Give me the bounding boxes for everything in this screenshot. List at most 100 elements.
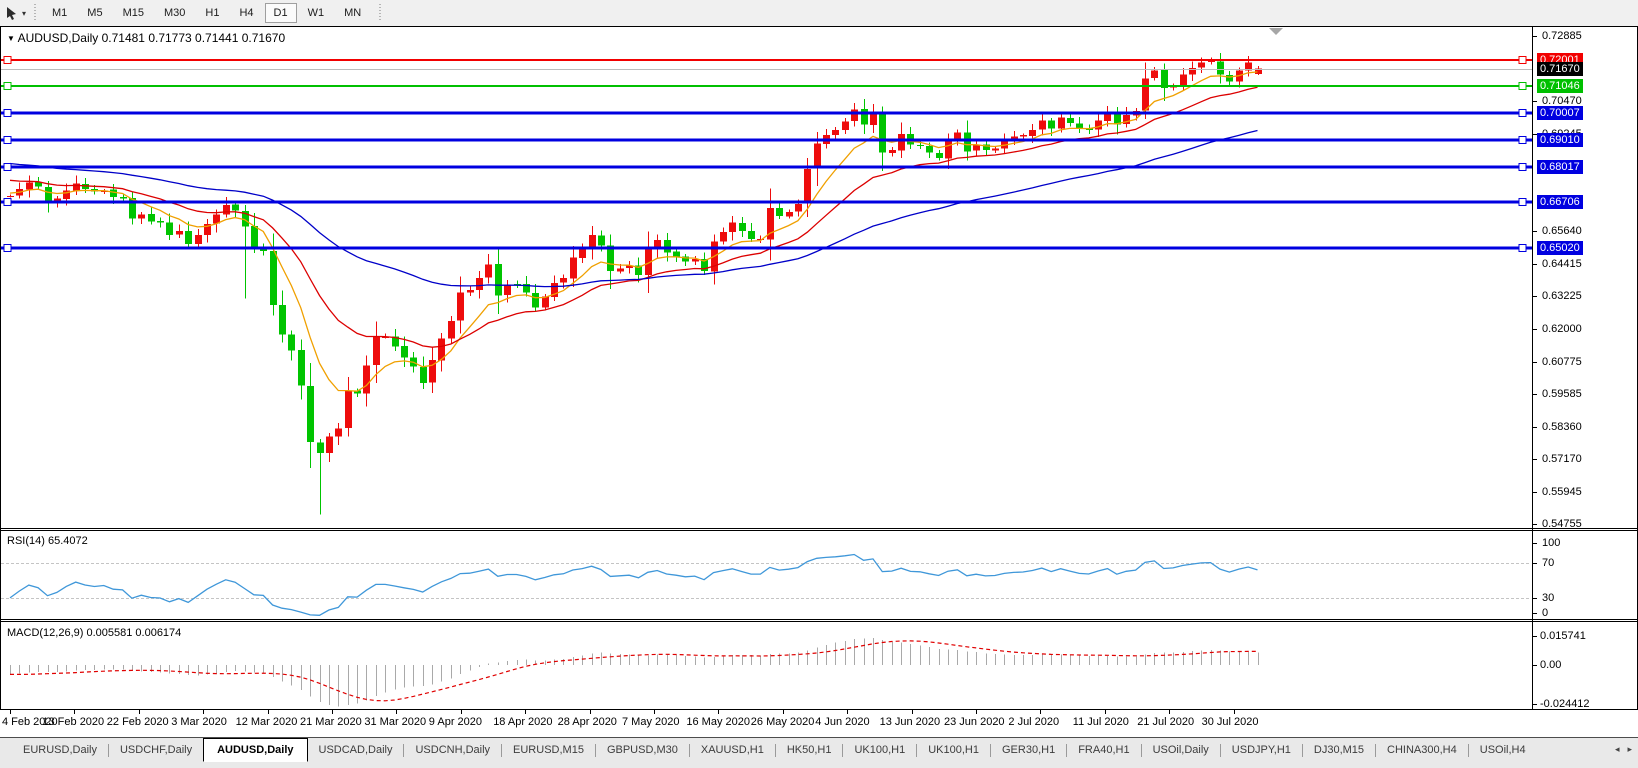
price-axis-tick: 0.62000 — [1542, 323, 1582, 335]
date-axis-label: 31 Mar 2020 — [364, 716, 427, 728]
price-axis-badge: 0.68017 — [1537, 160, 1583, 175]
timeframe-toolbar: ▾ M1 M5 M15 M30 H1 H4 D1 W1 MN — [0, 0, 1638, 26]
chevron-down-icon[interactable]: ▾ — [22, 8, 27, 18]
chart-tab-dj30-m15[interactable]: DJ30,M15 — [1313, 744, 1365, 756]
date-axis-label: 3 Mar 2020 — [171, 716, 227, 728]
price-axis-tick: 0.55945 — [1542, 485, 1582, 498]
rsi-axis-tick: 0 — [1542, 607, 1549, 619]
timeframe-button-m15[interactable]: M15 — [122, 7, 144, 19]
tab-separator — [842, 744, 844, 757]
price-axis-tick: 0.60775 — [1542, 355, 1582, 368]
chart-tab-china300-h4[interactable]: CHINA300,H4 — [1387, 744, 1457, 756]
toolbar-grip-2[interactable] — [377, 4, 385, 22]
tab-separator — [501, 744, 503, 757]
price-axis-badge: 0.70007 — [1537, 106, 1583, 121]
chart-tab-gbpusd-m30[interactable]: GBPUSD,M30 — [606, 744, 678, 756]
price-axis-badge: 0.66706 — [1537, 195, 1583, 210]
date-axis-label: 2 Jul 2020 — [1008, 716, 1060, 728]
chart-menu-marker[interactable]: ▼ — [7, 34, 15, 43]
chart-tab-fra40-h1[interactable]: FRA40,H1 — [1078, 744, 1130, 756]
chart-tab-usdjpy-h1[interactable]: USDJPY,H1 — [1231, 744, 1291, 756]
chart-tab-usdchf-daily[interactable]: USDCHF,Daily — [119, 744, 193, 756]
tab-separator — [403, 744, 405, 757]
tab-separator — [916, 744, 918, 757]
date-axis-label: 21 Jul 2020 — [1137, 716, 1195, 728]
date-axis-label: 26 May 2020 — [750, 716, 815, 728]
date-axis-label: 7 May 2020 — [622, 716, 680, 728]
chart-tab-ger30-h1[interactable]: GER30,H1 — [1002, 744, 1056, 756]
chart-tab-eurusd-daily[interactable]: EURUSD,Daily — [23, 744, 97, 756]
timeframe-button-w1[interactable]: W1 — [307, 7, 325, 19]
chart-tab-eurusd-m15[interactable]: EURUSD,M15 — [513, 744, 584, 756]
timeframe-button-mn[interactable]: MN — [344, 7, 362, 19]
price-axis-tick: 0.59585 — [1542, 388, 1582, 400]
tab-separator — [774, 744, 776, 757]
chart-title-text: AUDUSD,Daily 0.71481 0.71773 0.71441 0.7… — [17, 31, 286, 45]
chart-tab-usoil-h4[interactable]: USOil,H4 — [1479, 744, 1526, 756]
chart-tab-hk50-h1[interactable]: HK50,H1 — [786, 744, 832, 756]
price-axis-tick: 0.72885 — [1542, 30, 1582, 42]
date-axis-label: 11 Jul 2020 — [1072, 716, 1129, 728]
macd-axis-tick: 0.00 — [1540, 659, 1562, 671]
tab-scroll-right-icon[interactable]: ▸ — [1627, 743, 1632, 754]
timeframe-button-m30[interactable]: M30 — [163, 7, 186, 19]
toolbar-grip[interactable] — [32, 4, 40, 22]
macd-axis-tick: 0.015741 — [1540, 630, 1586, 642]
price-axis-tick: 0.70470 — [1542, 95, 1582, 107]
tab-separator — [1140, 744, 1142, 757]
date-axis-label: 28 Apr 2020 — [557, 716, 617, 728]
tab-separator — [1066, 744, 1068, 757]
price-axis-tick: 0.57170 — [1542, 453, 1582, 465]
chart-tab-usdcad-daily[interactable]: USDCAD,Daily — [318, 744, 393, 756]
rsi-label: RSI(14) 65.4072 — [7, 535, 88, 547]
date-axis-label: 22 Feb 2020 — [106, 716, 169, 728]
tab-scroll-left-icon[interactable]: ◂ — [1614, 743, 1620, 754]
price-axis-badge: 0.71046 — [1537, 78, 1583, 93]
cursor-tool-button[interactable]: ▾ — [4, 6, 26, 21]
price-axis-tick: 0.63225 — [1542, 290, 1582, 303]
price-axis-badge: 0.69010 — [1537, 133, 1583, 148]
date-axis-label: 18 Apr 2020 — [493, 716, 553, 728]
date-axis-label: 9 Apr 2020 — [428, 716, 483, 728]
chart-tab-usdcnh-daily[interactable]: USDCNH,Daily — [415, 744, 491, 756]
price-axis-tick: 0.64415 — [1542, 257, 1582, 270]
tab-separator — [1219, 744, 1221, 757]
tab-separator — [107, 744, 109, 757]
chart-tab-bar: EURUSD,Daily USDCHF,Daily AUDUSD,Daily USDC… — [0, 737, 1638, 768]
tab-separator — [1301, 744, 1303, 757]
tab-separator — [1375, 744, 1377, 757]
timeframe-button-m1[interactable]: M1 — [52, 7, 68, 19]
macd-label: MACD(12,26,9) 0.005581 0.006174 — [7, 627, 182, 639]
date-axis-label: 30 Jul 2020 — [1201, 716, 1259, 728]
date-axis-label: 21 Mar 2020 — [300, 716, 362, 728]
price-axis-tick: 0.54755 — [1542, 518, 1582, 531]
chart-tab-xauusd-h1[interactable]: XAUUSD,H1 — [700, 744, 764, 756]
date-axis-label: 23 Jun 2020 — [944, 716, 1005, 728]
tab-separator — [688, 744, 690, 757]
chart-tab-uk100-h1[interactable]: UK100,H1 — [854, 744, 906, 756]
date-axis-label: 4 Feb 2020 — [2, 716, 58, 728]
chart-tab-audusd-daily[interactable]: AUDUSD,Daily — [203, 738, 308, 762]
timeframe-button-m5[interactable]: M5 — [87, 7, 103, 19]
date-axis-label: 4 Jun 2020 — [815, 716, 870, 728]
timeframe-button-d1[interactable]: D1 — [264, 3, 297, 23]
cursor-icon — [7, 6, 16, 20]
macd-axis-tick: -0.024412 — [1540, 698, 1590, 710]
rsi-axis-tick: 30 — [1542, 592, 1555, 604]
chart-tab-usoil-daily[interactable]: USOil,Daily — [1152, 744, 1209, 756]
timeframe-button-h1[interactable]: H1 — [205, 7, 220, 19]
date-axis-label: 16 May 2020 — [686, 716, 750, 728]
chart-tab-uk100-h1[interactable]: UK100,H1 — [928, 744, 979, 756]
timeframe-buttons: M1 M5 M15 M30 H1 H4 D1 W1 MN — [42, 3, 371, 23]
tab-separator — [1467, 744, 1469, 757]
timeframe-button-h4[interactable]: H4 — [239, 7, 254, 19]
date-axis-label: 13 Feb 2020 — [42, 716, 105, 728]
date-axis-label: 13 Jun 2020 — [879, 716, 941, 728]
chart-title: ▼ AUDUSD,Daily 0.71481 0.71773 0.71441 0… — [7, 31, 285, 45]
tab-scroll-nav: ◂ ▸ — [1606, 738, 1638, 760]
tab-separator — [990, 744, 991, 757]
chart-window: ▼ AUDUSD,Daily 0.71481 0.71773 0.71441 0… — [0, 26, 1638, 738]
tab-separator — [594, 744, 596, 757]
price-axis-tick: 0.65640 — [1542, 225, 1582, 238]
